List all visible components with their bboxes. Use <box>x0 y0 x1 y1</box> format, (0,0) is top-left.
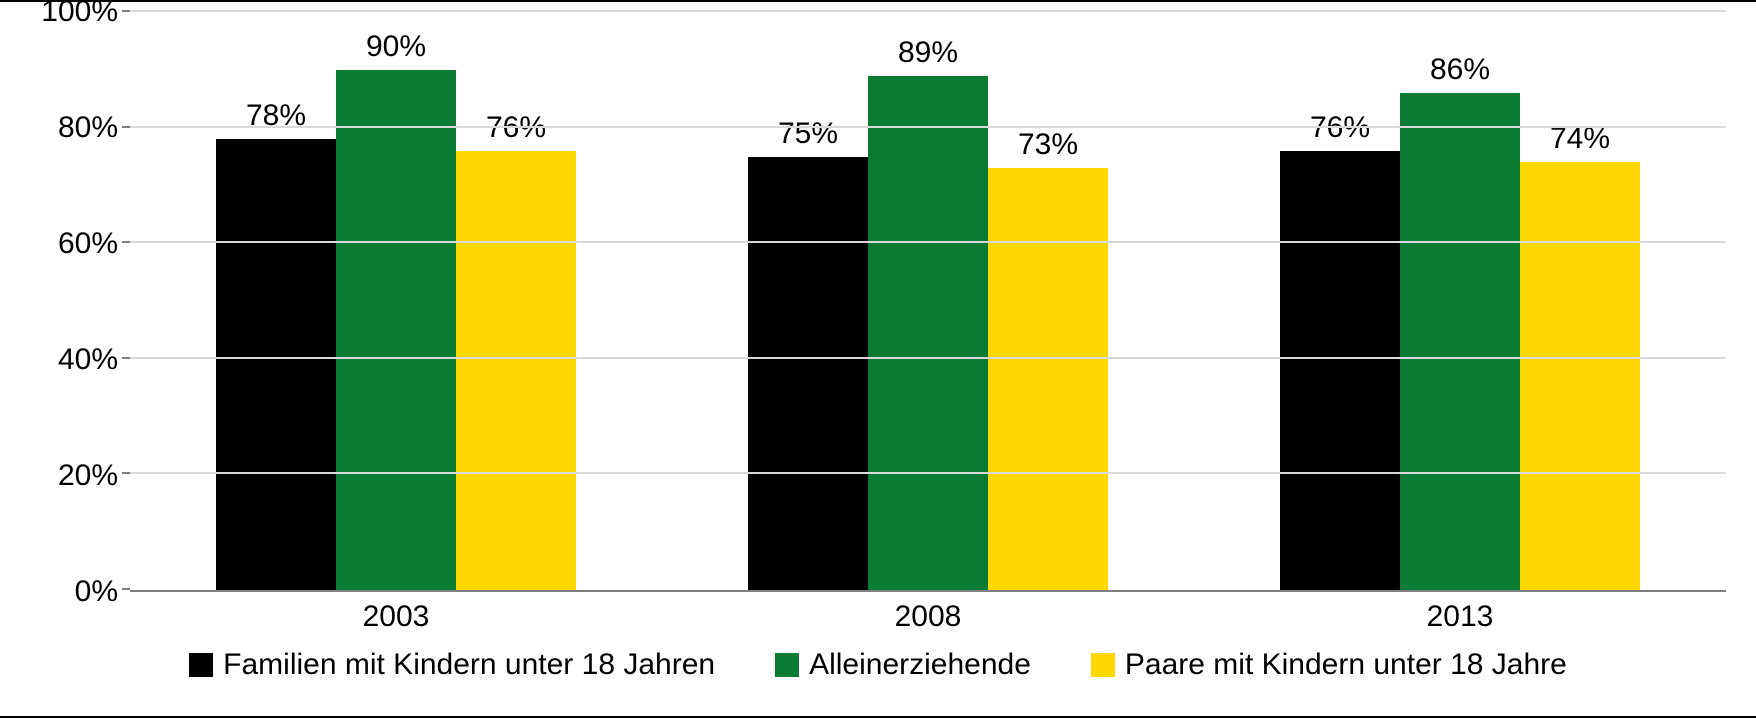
y-tick-mark <box>122 357 130 359</box>
bar-value-label: 75% <box>778 117 838 157</box>
x-tick-label: 2003 <box>130 592 662 642</box>
y-tick-mark <box>122 10 130 12</box>
y-axis: 0%20%40%60%80%100% <box>30 12 130 592</box>
bar-group: 78%90%76% <box>130 12 662 590</box>
bar-groups: 78%90%76%75%89%73%76%86%74% <box>130 12 1726 590</box>
legend-item: Paare mit Kindern unter 18 Jahre <box>1091 648 1567 682</box>
legend: Familien mit Kindern unter 18 Jahren Alle… <box>30 648 1726 682</box>
bar-chart: 0%20%40%60%80%100% 78%90%76%75%89%73%76%… <box>0 0 1756 718</box>
bar: 78% <box>216 139 336 590</box>
bar-value-label: 90% <box>366 30 426 70</box>
bar-value-label: 74% <box>1550 122 1610 162</box>
grid-line <box>130 472 1726 474</box>
bar-value-label: 78% <box>246 99 306 139</box>
bar: 75% <box>748 157 868 591</box>
grid-line <box>130 10 1726 12</box>
bar: 89% <box>868 76 988 590</box>
bar: 76% <box>1280 151 1400 590</box>
legend-item: Alleinerziehende <box>775 648 1031 682</box>
bar-value-label: 89% <box>898 36 958 76</box>
bar-value-label: 86% <box>1430 53 1490 93</box>
x-tick-label: 2013 <box>1194 592 1726 642</box>
plot-row: 0%20%40%60%80%100% 78%90%76%75%89%73%76%… <box>30 12 1726 592</box>
y-tick-mark <box>122 472 130 474</box>
bar-value-label: 76% <box>486 111 546 151</box>
bar: 90% <box>336 70 456 590</box>
bar-value-label: 73% <box>1018 128 1078 168</box>
legend-label: Alleinerziehende <box>809 648 1031 682</box>
bar-group: 75%89%73% <box>662 12 1194 590</box>
legend-swatch <box>189 653 213 677</box>
x-axis: 200320082013 <box>130 592 1726 642</box>
y-tick-mark <box>122 588 130 590</box>
legend-swatch <box>1091 653 1115 677</box>
legend-item: Familien mit Kindern unter 18 Jahren <box>189 648 715 682</box>
bar-group: 76%86%74% <box>1194 12 1726 590</box>
legend-label: Paare mit Kindern unter 18 Jahre <box>1125 648 1567 682</box>
y-tick-label: 80% <box>58 111 118 145</box>
bar: 76% <box>456 151 576 590</box>
y-tick-mark <box>122 126 130 128</box>
grid-line <box>130 357 1726 359</box>
y-tick-label: 20% <box>58 459 118 493</box>
bar: 74% <box>1520 162 1640 590</box>
grid-line <box>130 241 1726 243</box>
y-tick-mark <box>122 241 130 243</box>
y-tick-label: 60% <box>58 227 118 261</box>
plot-area: 78%90%76%75%89%73%76%86%74% <box>130 12 1726 592</box>
bar: 86% <box>1400 93 1520 590</box>
bar-value-label: 76% <box>1310 111 1370 151</box>
legend-swatch <box>775 653 799 677</box>
y-tick-label: 40% <box>58 343 118 377</box>
x-tick-label: 2008 <box>662 592 1194 642</box>
legend-label: Familien mit Kindern unter 18 Jahren <box>223 648 715 682</box>
y-tick-label: 100% <box>41 0 118 29</box>
y-tick-label: 0% <box>75 575 118 609</box>
grid-line <box>130 126 1726 128</box>
bar: 73% <box>988 168 1108 590</box>
